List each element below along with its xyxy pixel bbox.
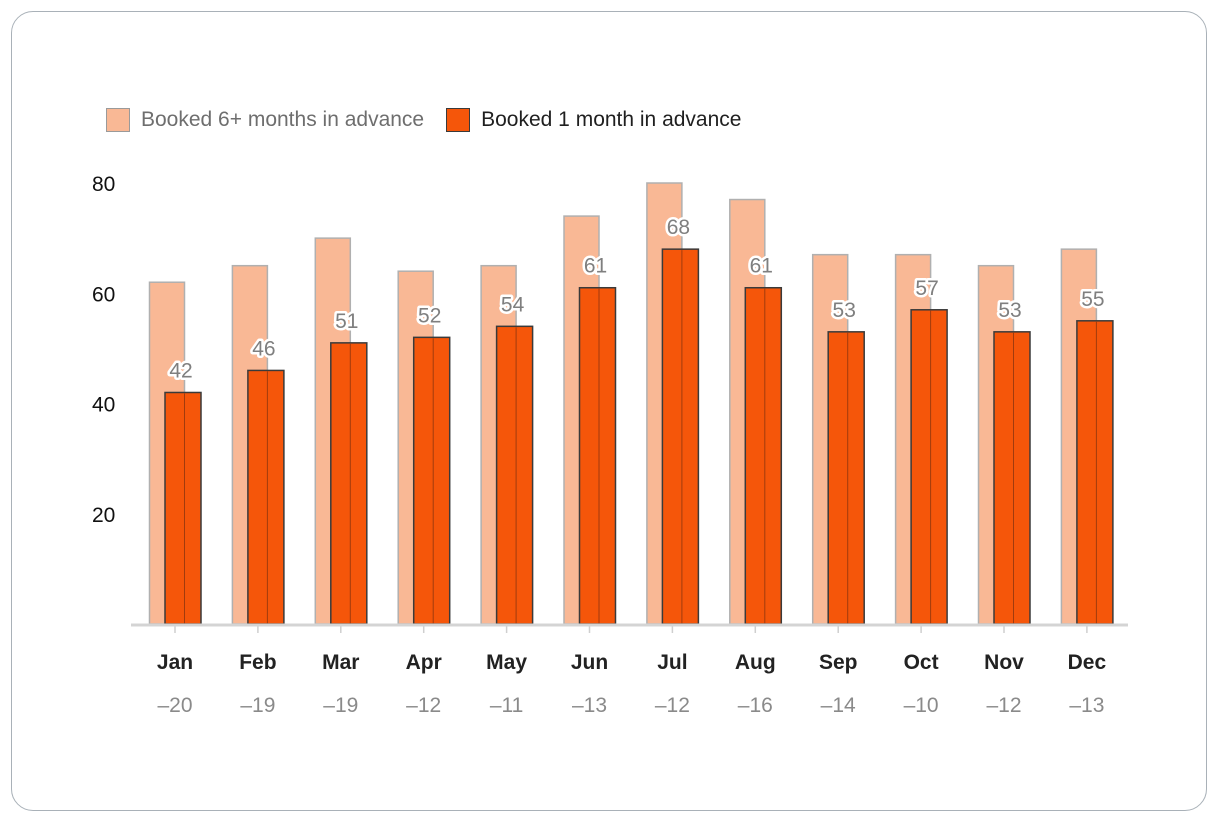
y-tick-label: 20 bbox=[92, 504, 115, 527]
difference-label-apr: –12 bbox=[406, 694, 441, 717]
difference-label-oct: –10 bbox=[904, 694, 939, 717]
legend-label-6-months: Booked 6+ months in advance bbox=[141, 108, 425, 131]
y-tick-label: 80 bbox=[92, 173, 115, 196]
difference-label-sep: –14 bbox=[821, 694, 856, 717]
bar-1-month-jan bbox=[164, 391, 202, 625]
x-tick-label-oct: Oct bbox=[904, 651, 939, 674]
bar-1-month-may bbox=[495, 325, 534, 625]
data-label-dec: 55 bbox=[1081, 288, 1104, 311]
data-label-mar: 51 bbox=[335, 310, 358, 333]
data-label-jan: 42 bbox=[169, 359, 192, 382]
data-label-aug: 61 bbox=[750, 255, 773, 278]
difference-label-mar: –19 bbox=[323, 694, 358, 717]
difference-label-jan: –20 bbox=[157, 694, 192, 717]
x-tick-label-mar: Mar bbox=[322, 651, 359, 674]
y-tick-label: 40 bbox=[92, 394, 115, 417]
bar-1-month-oct bbox=[910, 309, 948, 625]
data-label-jun: 61 bbox=[584, 255, 607, 278]
difference-label-dec: –13 bbox=[1069, 694, 1104, 717]
data-label-oct: 57 bbox=[915, 277, 938, 300]
difference-label-aug: –16 bbox=[738, 694, 773, 717]
x-tick-label-feb: Feb bbox=[239, 651, 276, 674]
legend-item-6-months: Booked 6+ months in advance bbox=[106, 108, 424, 132]
bar-1-month-apr bbox=[412, 336, 451, 625]
bar-1-month-mar bbox=[330, 342, 368, 625]
data-label-may: 54 bbox=[501, 293, 525, 316]
x-tick-label-jun: Jun bbox=[571, 651, 608, 674]
bar-1-month-nov bbox=[993, 331, 1031, 625]
x-tick-label-jan: Jan bbox=[157, 651, 193, 674]
data-label-feb: 46 bbox=[252, 337, 275, 360]
x-tick-label-sep: Sep bbox=[819, 651, 858, 674]
bar-1-month-feb bbox=[247, 369, 285, 625]
data-label-sep: 53 bbox=[833, 299, 856, 322]
x-tick-label-aug: Aug bbox=[735, 651, 776, 674]
difference-label-jul: –12 bbox=[655, 694, 690, 717]
x-tick-label-apr: Apr bbox=[406, 651, 442, 674]
bar-1-month-aug bbox=[744, 286, 783, 625]
legend-swatch-1-month bbox=[446, 108, 471, 132]
bar-1-month-sep bbox=[827, 331, 865, 625]
x-tick-label-dec: Dec bbox=[1068, 651, 1107, 674]
legend: Booked 6+ months in advance Booked 1 mon… bbox=[106, 108, 763, 132]
legend-label-1-month: Booked 1 month in advance bbox=[481, 108, 742, 131]
data-label-jul: 68 bbox=[667, 216, 690, 239]
x-tick-label-jul: Jul bbox=[657, 651, 687, 674]
legend-item-1-month: Booked 1 month in advance bbox=[446, 108, 741, 132]
difference-label-may: –11 bbox=[490, 694, 523, 717]
legend-swatch-6-months bbox=[106, 108, 130, 132]
bar-1-month-jul bbox=[661, 248, 700, 625]
difference-label-feb: –19 bbox=[240, 694, 275, 717]
x-tick-label-nov: Nov bbox=[984, 651, 1024, 674]
data-label-nov: 53 bbox=[998, 299, 1021, 322]
x-tick-label-may: May bbox=[486, 651, 527, 674]
data-label-apr: 52 bbox=[418, 304, 441, 327]
bar-1-month-dec bbox=[1076, 320, 1114, 625]
difference-label-nov: –12 bbox=[986, 694, 1021, 717]
bar-1-month-jun bbox=[578, 286, 617, 625]
difference-label-jun: –13 bbox=[572, 694, 607, 717]
y-tick-label: 60 bbox=[92, 283, 115, 306]
